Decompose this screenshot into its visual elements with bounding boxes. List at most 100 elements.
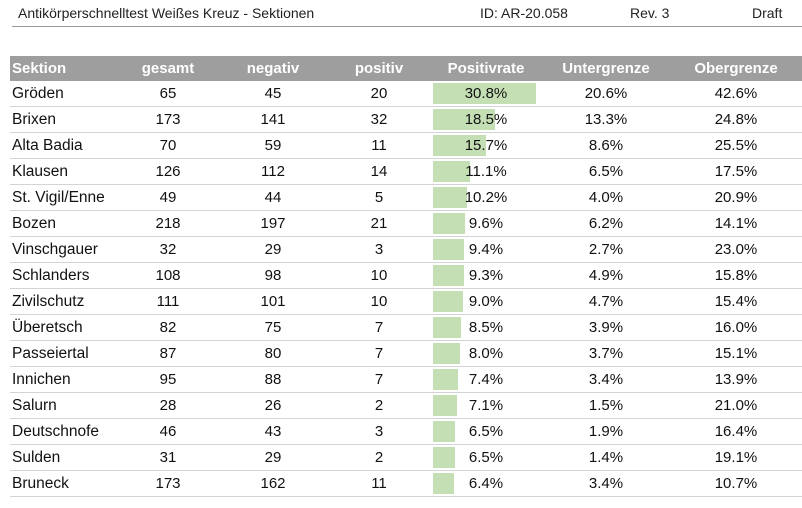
cell-positivrate[interactable]: 10.2%	[430, 184, 542, 211]
cell-negativ[interactable]: 101	[218, 288, 328, 315]
cell-negativ[interactable]: 75	[218, 314, 328, 341]
cell-negativ[interactable]: 29	[218, 236, 328, 263]
cell-positivrate[interactable]: 9.6%	[430, 210, 542, 237]
cell-negativ[interactable]: 80	[218, 340, 328, 367]
cell-sektion[interactable]: Bozen	[10, 210, 118, 237]
cell-untergrenze[interactable]: 3.4%	[542, 366, 670, 393]
cell-untergrenze[interactable]: 1.9%	[542, 418, 670, 445]
column-header-positivrate[interactable]: Positivrate	[430, 56, 542, 81]
cell-gesamt[interactable]: 46	[118, 418, 218, 445]
cell-gesamt[interactable]: 108	[118, 262, 218, 289]
cell-positiv[interactable]: 2	[328, 444, 430, 471]
column-header-obergrenze[interactable]: Obergrenze	[670, 56, 802, 81]
cell-positivrate[interactable]: 9.4%	[430, 236, 542, 263]
cell-positiv[interactable]: 21	[328, 210, 430, 237]
cell-obergrenze[interactable]: 25.5%	[670, 132, 802, 159]
table-row[interactable]: Passeiertal 87 80 7 8.0% 3.7% 15.1%	[10, 340, 802, 367]
cell-untergrenze[interactable]: 6.2%	[542, 210, 670, 237]
cell-negativ[interactable]: 98	[218, 262, 328, 289]
cell-gesamt[interactable]: 173	[118, 106, 218, 133]
cell-untergrenze[interactable]: 2.7%	[542, 236, 670, 263]
cell-obergrenze[interactable]: 17.5%	[670, 158, 802, 185]
cell-gesamt[interactable]: 65	[118, 81, 218, 107]
cell-untergrenze[interactable]: 8.6%	[542, 132, 670, 159]
cell-obergrenze[interactable]: 14.1%	[670, 210, 802, 237]
cell-positiv[interactable]: 10	[328, 262, 430, 289]
cell-negativ[interactable]: 88	[218, 366, 328, 393]
cell-sektion[interactable]: Überetsch	[10, 314, 118, 341]
cell-sektion[interactable]: Sulden	[10, 444, 118, 471]
column-header-gesamt[interactable]: gesamt	[118, 56, 218, 81]
cell-gesamt[interactable]: 173	[118, 470, 218, 497]
table-row[interactable]: Sulden 31 29 2 6.5% 1.4% 19.1%	[10, 444, 802, 471]
cell-sektion[interactable]: Salurn	[10, 392, 118, 419]
cell-negativ[interactable]: 44	[218, 184, 328, 211]
cell-negativ[interactable]: 59	[218, 132, 328, 159]
cell-positivrate[interactable]: 6.4%	[430, 470, 542, 497]
column-header-positiv[interactable]: positiv	[328, 56, 430, 81]
table-row[interactable]: St. Vigil/Enne 49 44 5 10.2% 4.0% 20.9%	[10, 184, 802, 211]
cell-positivrate[interactable]: 9.3%	[430, 262, 542, 289]
table-row[interactable]: Bozen 218 197 21 9.6% 6.2% 14.1%	[10, 210, 802, 237]
cell-sektion[interactable]: Innichen	[10, 366, 118, 393]
cell-obergrenze[interactable]: 15.8%	[670, 262, 802, 289]
cell-positiv[interactable]: 3	[328, 236, 430, 263]
cell-negativ[interactable]: 112	[218, 158, 328, 185]
cell-positiv[interactable]: 20	[328, 81, 430, 107]
cell-obergrenze[interactable]: 15.4%	[670, 288, 802, 315]
cell-gesamt[interactable]: 32	[118, 236, 218, 263]
table-row[interactable]: Vinschgauer 32 29 3 9.4% 2.7% 23.0%	[10, 236, 802, 263]
cell-positivrate[interactable]: 15.7%	[430, 132, 542, 159]
cell-positiv[interactable]: 11	[328, 132, 430, 159]
cell-untergrenze[interactable]: 6.5%	[542, 158, 670, 185]
cell-negativ[interactable]: 29	[218, 444, 328, 471]
cell-sektion[interactable]: Vinschgauer	[10, 236, 118, 263]
cell-gesamt[interactable]: 111	[118, 288, 218, 315]
cell-untergrenze[interactable]: 1.5%	[542, 392, 670, 419]
cell-positivrate[interactable]: 6.5%	[430, 444, 542, 471]
table-row[interactable]: Gröden 65 45 20 30.8% 20.6% 42.6%	[10, 81, 802, 107]
cell-obergrenze[interactable]: 24.8%	[670, 106, 802, 133]
cell-positiv[interactable]: 7	[328, 314, 430, 341]
cell-sektion[interactable]: Zivilschutz	[10, 288, 118, 315]
table-row[interactable]: Brixen 173 141 32 18.5% 13.3% 24.8%	[10, 106, 802, 133]
cell-obergrenze[interactable]: 42.6%	[670, 81, 802, 107]
cell-untergrenze[interactable]: 4.9%	[542, 262, 670, 289]
cell-sektion[interactable]: St. Vigil/Enne	[10, 184, 118, 211]
table-row[interactable]: Schlanders 108 98 10 9.3% 4.9% 15.8%	[10, 262, 802, 289]
column-header-negativ[interactable]: negativ	[218, 56, 328, 81]
cell-obergrenze[interactable]: 16.4%	[670, 418, 802, 445]
table-row[interactable]: Innichen 95 88 7 7.4% 3.4% 13.9%	[10, 366, 802, 393]
cell-obergrenze[interactable]: 15.1%	[670, 340, 802, 367]
cell-sektion[interactable]: Klausen	[10, 158, 118, 185]
cell-positiv[interactable]: 10	[328, 288, 430, 315]
cell-positivrate[interactable]: 6.5%	[430, 418, 542, 445]
cell-gesamt[interactable]: 31	[118, 444, 218, 471]
table-row[interactable]: Überetsch 82 75 7 8.5% 3.9% 16.0%	[10, 314, 802, 341]
cell-sektion[interactable]: Deutschnofe	[10, 418, 118, 445]
cell-positiv[interactable]: 14	[328, 158, 430, 185]
cell-sektion[interactable]: Passeiertal	[10, 340, 118, 367]
cell-untergrenze[interactable]: 3.7%	[542, 340, 670, 367]
table-row[interactable]: Salurn 28 26 2 7.1% 1.5% 21.0%	[10, 392, 802, 419]
cell-obergrenze[interactable]: 13.9%	[670, 366, 802, 393]
cell-gesamt[interactable]: 82	[118, 314, 218, 341]
cell-sektion[interactable]: Brixen	[10, 106, 118, 133]
cell-negativ[interactable]: 141	[218, 106, 328, 133]
cell-untergrenze[interactable]: 4.7%	[542, 288, 670, 315]
cell-positiv[interactable]: 7	[328, 340, 430, 367]
cell-sektion[interactable]: Gröden	[10, 81, 118, 107]
table-row[interactable]: Klausen 126 112 14 11.1% 6.5% 17.5%	[10, 158, 802, 185]
cell-gesamt[interactable]: 218	[118, 210, 218, 237]
cell-sektion[interactable]: Bruneck	[10, 470, 118, 497]
cell-positivrate[interactable]: 7.4%	[430, 366, 542, 393]
cell-positiv[interactable]: 32	[328, 106, 430, 133]
cell-gesamt[interactable]: 28	[118, 392, 218, 419]
table-row[interactable]: Zivilschutz 111 101 10 9.0% 4.7% 15.4%	[10, 288, 802, 315]
cell-positivrate[interactable]: 9.0%	[430, 288, 542, 315]
cell-sektion[interactable]: Alta Badia	[10, 132, 118, 159]
cell-positivrate[interactable]: 8.5%	[430, 314, 542, 341]
cell-positiv[interactable]: 2	[328, 392, 430, 419]
table-row[interactable]: Deutschnofe 46 43 3 6.5% 1.9% 16.4%	[10, 418, 802, 445]
cell-positivrate[interactable]: 30.8%	[430, 81, 542, 107]
